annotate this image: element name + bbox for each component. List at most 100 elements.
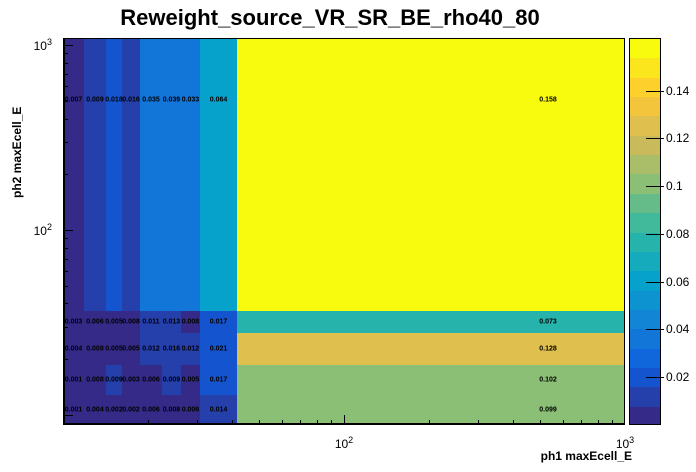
- colorbar-tick: [646, 282, 664, 283]
- colorbar-band: [630, 194, 660, 213]
- cell-value-label: 0.003: [122, 376, 140, 384]
- y-axis-tick: [63, 238, 68, 239]
- cell-value-label: 0.006: [142, 406, 160, 414]
- heatmap-cell: [181, 311, 200, 333]
- y-axis-tick: [63, 415, 73, 416]
- x-axis-tick: [317, 420, 318, 425]
- heatmap-cell: [140, 365, 162, 395]
- colorbar-band: [630, 58, 660, 78]
- cell-value-label: 0.073: [539, 318, 557, 326]
- cell-value-label: 0.004: [64, 345, 83, 353]
- cell-value-label: 0.035: [142, 96, 160, 104]
- colorbar-band: [630, 155, 660, 174]
- cell-value-label: 0.017: [209, 318, 228, 326]
- x-axis-tick: [331, 420, 332, 425]
- x-tick-label: 102: [334, 435, 354, 451]
- cell-value-label: 0.102: [539, 376, 557, 384]
- colorbar-tick: [646, 186, 664, 187]
- colorbar-tick-label: 0.06: [666, 275, 690, 289]
- heatmap-cell: [122, 333, 140, 365]
- heatmap-cell: [63, 333, 84, 365]
- colorbar-band: [630, 252, 660, 271]
- colorbar-tick-label: 0.12: [666, 131, 690, 145]
- heatmap-cell: [106, 311, 122, 333]
- heatmap-cell: [237, 311, 625, 333]
- cell-value-label: 0.017: [209, 376, 228, 384]
- y-axis-tick: [63, 74, 68, 75]
- heatmap-cell: [122, 38, 140, 311]
- heatmap-cell: [84, 395, 106, 425]
- heatmap-cell: [181, 333, 200, 365]
- heatmap-cell: [200, 38, 237, 311]
- x-axis-tick: [581, 420, 582, 425]
- x-axis-tick: [300, 420, 301, 425]
- y-axis-tick: [63, 142, 68, 143]
- cell-value-label: 0.002: [122, 406, 140, 414]
- x-axis-tick: [612, 420, 613, 425]
- y-axis-tick: [63, 327, 68, 328]
- heatmap-cell: [106, 365, 122, 395]
- heatmap-cell: [200, 311, 237, 333]
- x-axis-tick: [478, 420, 479, 425]
- y-tick-label: 102: [33, 221, 52, 238]
- heatmap-cell: [84, 311, 106, 333]
- cell-value-label: 0.014: [209, 406, 228, 414]
- cell-value-label: 0.012: [181, 345, 200, 353]
- cell-value-label: 0.128: [539, 345, 557, 353]
- heatmap-cell: [237, 395, 625, 425]
- y-axis-tick: [63, 230, 73, 231]
- heatmap-cell: [162, 395, 181, 425]
- heatmap-cell: [140, 311, 162, 333]
- colorbar-tick-label: 0.1: [666, 179, 683, 193]
- x-axis-tick: [148, 420, 149, 425]
- y-axis-tick: [63, 248, 68, 249]
- heatmap-cell: [181, 38, 200, 311]
- colorbar-tick: [646, 234, 664, 235]
- cell-value-label: 0.002: [105, 406, 123, 414]
- cell-value-label: 0.099: [539, 406, 557, 414]
- colorbar-band: [630, 329, 660, 349]
- y-axis-tick: [63, 259, 68, 260]
- cell-value-label: 0.039: [162, 96, 181, 104]
- cell-value-label: 0.003: [64, 318, 83, 326]
- heatmap-cell: [237, 38, 625, 311]
- y-axis-tick: [63, 286, 68, 287]
- colorbar-tick-label: 0.04: [666, 322, 690, 336]
- heatmap-cell: [63, 395, 84, 425]
- colorbar-band: [630, 271, 660, 291]
- axis-ticks-layer: [63, 38, 625, 425]
- cell-value-label: 0.006: [181, 406, 200, 414]
- x-axis-title: ph1 maxEcell_E: [540, 449, 632, 463]
- exponent: 2: [348, 435, 354, 445]
- heatmap-cell: [162, 38, 181, 311]
- colorbar-tick: [646, 329, 664, 330]
- cell-value-label: 0.009: [162, 376, 181, 384]
- cell-value-label: 0.021: [209, 345, 228, 353]
- heatmap-cell: [84, 38, 106, 311]
- colorbar-tick-label: 0.02: [666, 370, 690, 384]
- colorbar-tick: [646, 138, 664, 139]
- heatmap-cell: [63, 38, 84, 311]
- colorbar: [629, 38, 661, 425]
- heatmap-cell: [122, 395, 140, 425]
- exponent: 3: [629, 435, 635, 445]
- cell-value-label: 0.016: [122, 96, 140, 104]
- x-axis-tick: [598, 420, 599, 425]
- y-axis-tick: [63, 101, 68, 102]
- cell-value-label: 0.007: [64, 96, 83, 104]
- heatmap-cell: [200, 365, 237, 395]
- cell-value-label: 0.006: [142, 376, 160, 384]
- plot-title: Reweight_source_VR_SR_BE_rho40_80: [120, 5, 540, 30]
- x-axis-tick: [232, 420, 233, 425]
- heatmap-cell: [140, 395, 162, 425]
- y-axis-tick: [63, 271, 68, 272]
- y-axis-tick: [63, 63, 68, 64]
- cell-value-label: 0.064: [209, 96, 228, 104]
- y-axis-tick: [63, 423, 68, 424]
- heatmap-cell: [106, 333, 122, 365]
- y-axis-tick: [63, 53, 68, 54]
- heatmap-cell: [200, 395, 237, 425]
- cell-value-label: 0.008: [86, 345, 104, 353]
- cell-value-label: 0.018: [105, 96, 123, 104]
- y-axis-title: ph2 maxEcell_E: [10, 106, 24, 198]
